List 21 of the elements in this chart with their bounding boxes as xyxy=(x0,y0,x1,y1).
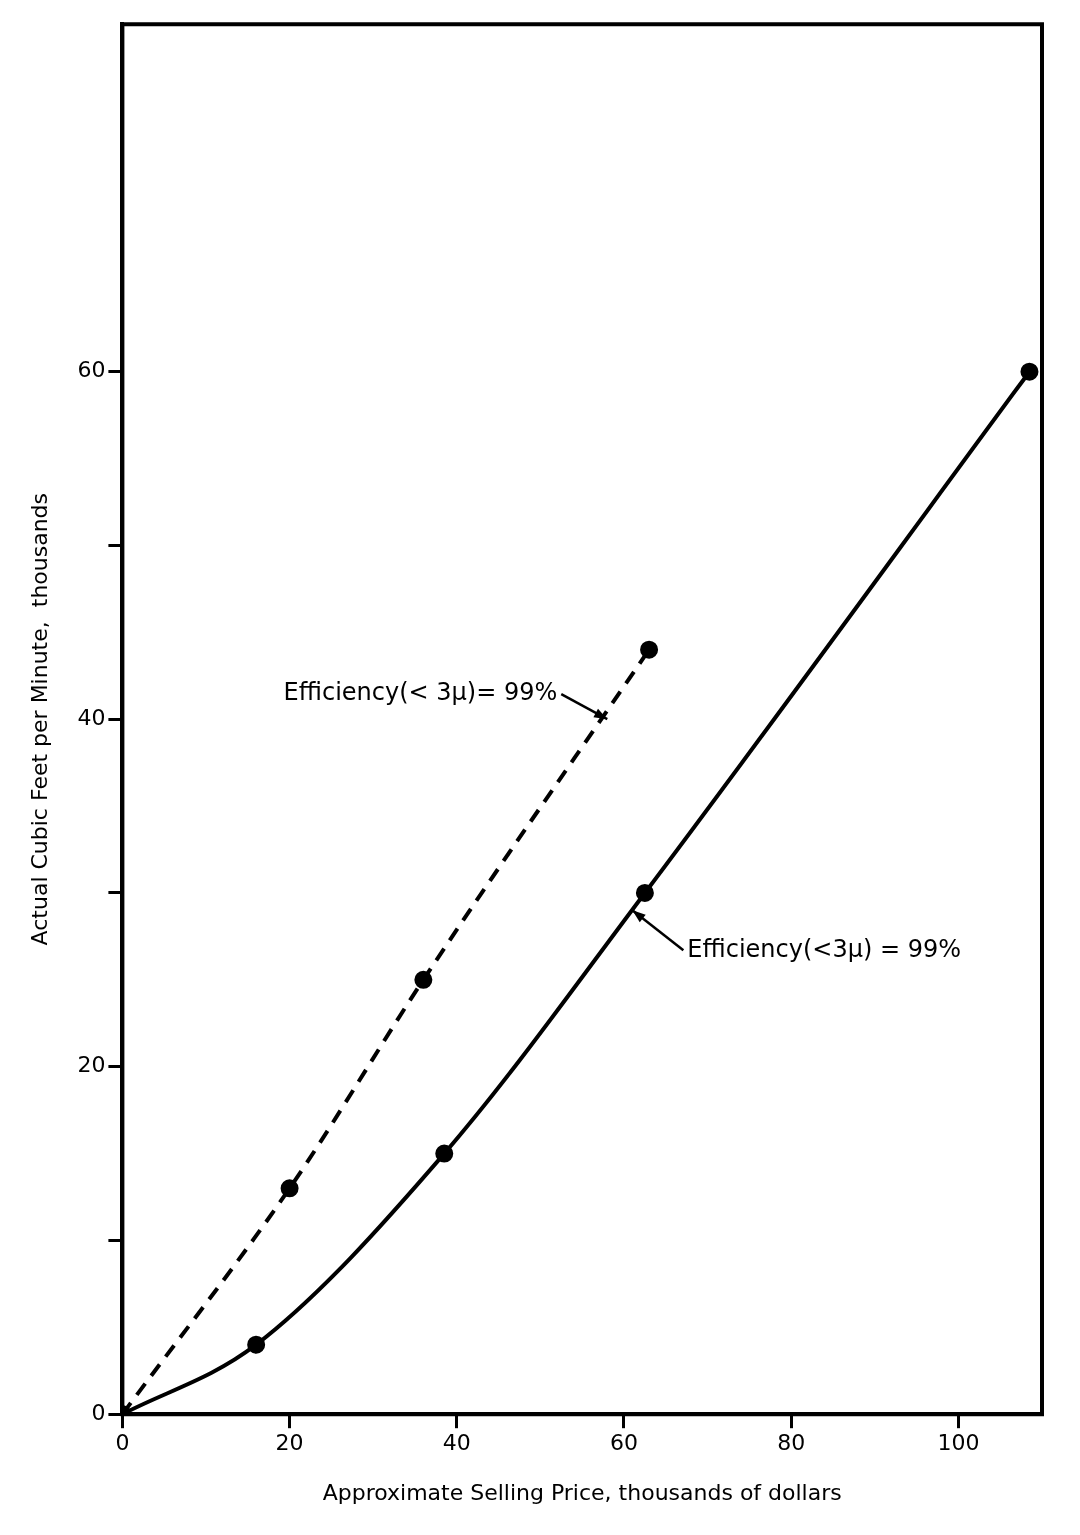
x-tick-label: 0 xyxy=(115,1430,130,1456)
point xyxy=(1020,362,1039,381)
y-tick-label: 20 xyxy=(77,1052,106,1078)
x-tick-label: 60 xyxy=(610,1430,638,1456)
x-tick-label: 20 xyxy=(275,1430,304,1456)
point xyxy=(247,1335,266,1354)
point xyxy=(640,640,659,659)
point xyxy=(635,883,654,902)
y-axis-title: Actual Cubic Feet per Minute, thousands xyxy=(26,492,52,946)
point xyxy=(414,970,433,989)
point xyxy=(280,1179,299,1198)
y-tick-label: 40 xyxy=(77,704,106,730)
x-tick-label: 40 xyxy=(442,1430,471,1456)
annotation: Efficiency(<3μ) = 99% xyxy=(687,934,962,963)
y-tick-label: 60 xyxy=(77,357,106,383)
x-tick-label: 100 xyxy=(937,1430,980,1456)
annotation: Efficiency(< 3μ)= 99% xyxy=(283,678,558,707)
point xyxy=(435,1144,454,1163)
x-axis-title: Approximate Selling Price, thousands of dollars xyxy=(322,1479,842,1505)
y-tick-label: 0 xyxy=(91,1399,106,1425)
x-tick-label: 80 xyxy=(777,1430,806,1456)
